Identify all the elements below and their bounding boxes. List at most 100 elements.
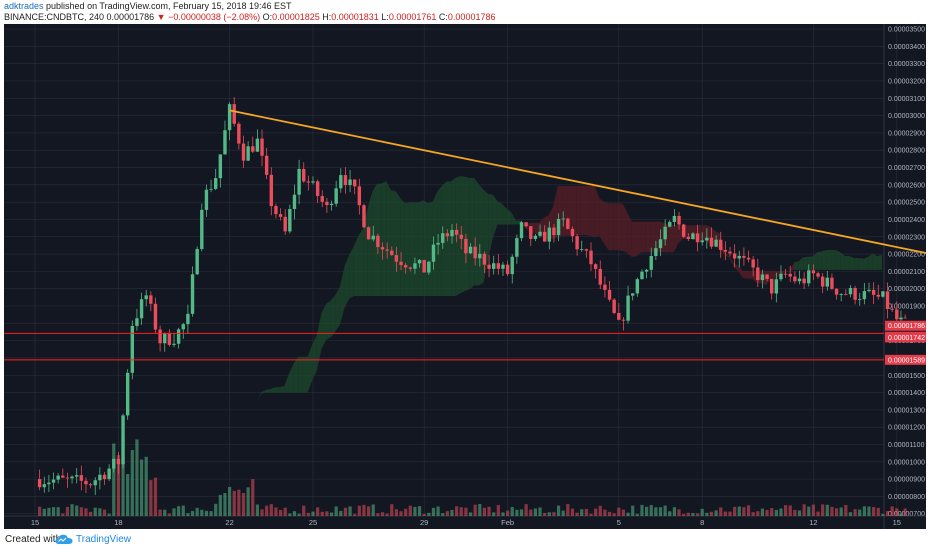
tradingview-brand[interactable]: TradingView — [76, 534, 132, 545]
candle-body — [200, 209, 204, 250]
cloud-segment — [854, 257, 859, 270]
volume-bar — [686, 512, 690, 516]
candle-body — [149, 295, 153, 304]
cloud-segment — [339, 266, 345, 325]
level-upper-label: 0.00001742 — [888, 335, 925, 342]
candle-body — [366, 227, 371, 240]
cloud-segment — [835, 250, 841, 270]
cloud-segment — [571, 186, 577, 236]
volume-bar — [334, 506, 338, 516]
candle-body — [376, 235, 380, 248]
candle-body — [47, 482, 51, 485]
candle-body — [84, 480, 88, 485]
symbol-label: BINANCE:CNDBTC, 240 — [4, 12, 105, 22]
volume-bar — [496, 505, 500, 516]
volume-bar — [84, 508, 88, 516]
cloud-segment — [363, 207, 368, 297]
volume-bar — [283, 507, 287, 516]
volume-bar — [204, 510, 209, 516]
candle-body — [705, 237, 709, 241]
cloud-segment — [636, 221, 642, 257]
candle-body — [42, 484, 46, 488]
candle-body — [436, 242, 440, 245]
y-tick-label: 0.00002800 — [888, 148, 925, 155]
volume-bar — [306, 512, 310, 516]
cloud-segment — [358, 228, 364, 297]
candle-body — [288, 209, 292, 232]
volume-bar — [807, 506, 811, 516]
candle-body — [427, 261, 431, 273]
volume-bar — [390, 504, 394, 516]
down-arrow-icon: ▼ — [156, 12, 166, 22]
y-tick-label: 0.00001300 — [888, 407, 925, 414]
candle-body — [75, 475, 79, 477]
volume-bar — [228, 486, 232, 516]
chart-area[interactable]: 0.00003500 0.00003400 0.00003300 0.00003200… — [4, 24, 926, 529]
y-tick-label: 0.00001400 — [888, 390, 925, 397]
candle-body — [575, 236, 579, 250]
volume-bar — [487, 506, 491, 516]
volume-bar — [816, 511, 820, 516]
y-tick-label: 0.00003100 — [888, 96, 925, 103]
candle-body — [37, 479, 42, 488]
volume-bar — [278, 509, 283, 516]
price-chart[interactable]: 0.00003500 0.00003400 0.00003300 0.00003200… — [4, 24, 926, 529]
candle-body — [501, 264, 505, 269]
volume-bar — [482, 507, 487, 516]
volume-bar — [126, 474, 130, 516]
cloud-segment — [353, 235, 359, 297]
cloud-segment — [608, 203, 614, 251]
candle-body — [779, 273, 783, 280]
candle-body — [607, 289, 612, 300]
candle-body — [172, 343, 176, 345]
y-tick-label: 0.00001500 — [888, 373, 925, 380]
volume-bar — [802, 504, 806, 516]
candles — [37, 97, 907, 495]
cloud-segment — [288, 363, 294, 393]
volume-bar — [709, 511, 714, 516]
volume-bar — [682, 513, 686, 516]
footer: Created with TradingView — [0, 529, 932, 550]
candle-body — [399, 261, 403, 265]
candle-body — [325, 201, 329, 206]
candle-body — [102, 474, 107, 480]
volume-bar — [404, 508, 408, 516]
volume-bar — [658, 507, 663, 516]
created-with-text: Created with — [5, 534, 62, 545]
cloud-segment — [367, 191, 373, 297]
candle-body — [98, 474, 102, 481]
volume-bar — [260, 509, 264, 516]
candle-body — [737, 255, 741, 259]
volume-bar — [645, 506, 649, 516]
volume-bar — [695, 513, 700, 516]
cloud-segment — [576, 186, 581, 236]
volume-bar — [742, 507, 746, 516]
volume-bar — [872, 507, 876, 516]
candle-body — [70, 476, 74, 479]
cloud-segment — [650, 221, 655, 253]
volume-bar — [445, 511, 449, 516]
volume-bar — [459, 507, 463, 516]
cloud-segment — [344, 254, 350, 308]
cloud-segment — [594, 186, 600, 237]
x-tick-label: 29 — [420, 518, 428, 527]
cloud-segment — [599, 198, 605, 244]
tradingview-cloud-icon — [55, 534, 73, 544]
candle-body — [658, 239, 663, 249]
volume-bar — [214, 503, 218, 516]
candle-body — [153, 303, 158, 330]
cloud-segment — [256, 392, 262, 402]
candle-body — [339, 175, 343, 189]
candle-body — [691, 233, 695, 240]
cloud-segment — [627, 212, 632, 257]
cloud-segment — [469, 177, 475, 290]
volume-bar — [672, 507, 676, 516]
y-tick-label: 0.00003400 — [888, 44, 925, 51]
volume-bar — [848, 512, 853, 516]
cloud-segment — [747, 270, 753, 279]
volume-bar — [353, 513, 357, 516]
author-link[interactable]: adktrades — [4, 1, 44, 11]
candle-body — [552, 227, 556, 236]
candle-body — [839, 294, 843, 295]
cloud-segment — [617, 203, 623, 251]
